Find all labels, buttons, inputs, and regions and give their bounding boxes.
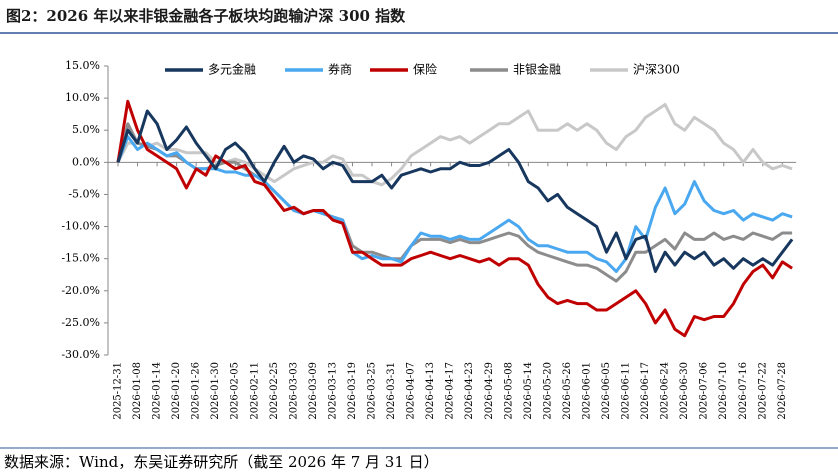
x-tick-label: 2026-02-11 — [249, 362, 260, 420]
legend-label: 非银金融 — [513, 62, 561, 77]
x-tick-label: 2026-07-16 — [738, 362, 749, 420]
y-tick-label: 5.0% — [72, 123, 100, 136]
x-tick-label: 2026-06-17 — [640, 362, 651, 420]
legend-label: 沪深300 — [633, 63, 680, 77]
chart-title: 图2：2026 年以来非银金融各子板块均跑输沪深 300 指数 — [6, 7, 406, 25]
series-line — [116, 109, 794, 273]
y-tick-label: -20.0% — [61, 284, 100, 297]
x-tick-label: 2026-05-08 — [503, 362, 514, 420]
y-tick-label: -10.0% — [61, 220, 100, 233]
x-tick-label: 2026-07-06 — [699, 362, 710, 420]
x-tick-label: 2026-05-20 — [542, 362, 553, 420]
x-tick-label: 2026-06-01 — [581, 362, 592, 420]
legend-label: 保险 — [413, 62, 437, 77]
y-tick-label: 0.0% — [72, 155, 100, 168]
x-tick-label: 2026-05-26 — [562, 362, 573, 420]
x-tick-label: 2026-06-11 — [621, 362, 632, 420]
x-tick-label: 2026-03-25 — [367, 362, 378, 420]
x-tick-label: 2026-05-14 — [523, 362, 534, 420]
x-tick-label: 2026-07-22 — [757, 362, 768, 420]
y-tick-label: 10.0% — [65, 91, 100, 104]
x-tick-label: 2026-01-26 — [191, 362, 202, 420]
x-tick-label: 2026-01-08 — [132, 362, 143, 420]
x-tick-label: 2026-02-05 — [230, 362, 241, 420]
x-tick-label: 2026-04-17 — [445, 362, 456, 420]
x-tick-label: 2026-03-09 — [308, 362, 319, 420]
source: 数据来源：Wind，东吴证券研究所（截至 2026 年 7 月 31 日） — [4, 453, 439, 471]
x-tick-label: 2026-06-05 — [601, 362, 612, 420]
y-tick-label: -25.0% — [61, 316, 100, 329]
x-tick-label: 2026-01-30 — [210, 362, 221, 420]
series-line — [116, 99, 793, 338]
series-line — [116, 103, 793, 187]
x-tick-label: 2026-04-29 — [484, 362, 495, 420]
legend-label: 券商 — [328, 62, 352, 77]
x-tick-label: 2026-07-28 — [777, 362, 788, 420]
x-tick-label: 2025-12-31 — [113, 362, 124, 420]
y-tick-label: -5.0% — [68, 187, 100, 200]
y-tick-label: 15.0% — [65, 59, 100, 72]
series-line — [116, 135, 793, 273]
x-tick-label: 2026-07-10 — [718, 362, 729, 420]
x-tick-label: 2026-04-23 — [464, 362, 475, 420]
x-tick-label: 2026-06-30 — [679, 362, 690, 420]
x-tick-label: 2026-03-31 — [386, 362, 397, 420]
x-tick-label: 2026-04-13 — [425, 362, 436, 420]
x-tick-label: 2026-06-24 — [660, 362, 671, 420]
x-tick-label: 2026-02-25 — [269, 362, 280, 420]
x-tick-label: 2026-03-03 — [288, 362, 299, 420]
legend-label: 多元金融 — [208, 62, 256, 77]
x-tick-label: 2026-01-20 — [171, 362, 182, 420]
x-tick-label: 2026-03-13 — [327, 362, 338, 420]
series-line — [116, 122, 793, 283]
x-tick-label: 2026-01-14 — [152, 362, 163, 420]
y-tick-label: -15.0% — [61, 252, 100, 265]
y-tick-label: -30.0% — [61, 348, 100, 361]
x-tick-label: 2026-04-07 — [406, 362, 417, 420]
x-tick-label: 2026-03-19 — [347, 362, 358, 420]
